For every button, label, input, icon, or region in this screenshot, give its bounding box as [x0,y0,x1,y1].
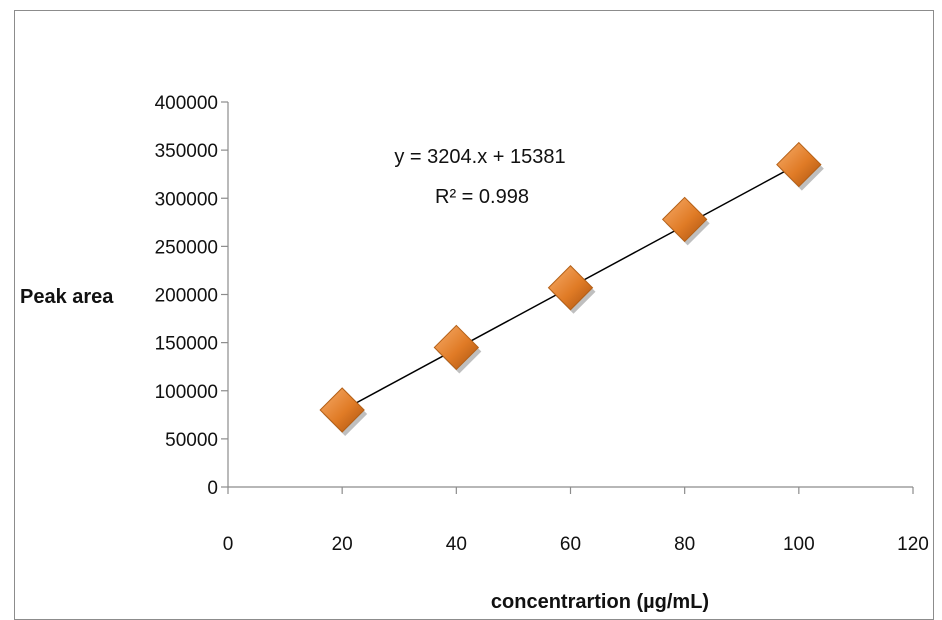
x-tick-label: 0 [223,534,234,555]
y-tick-label: 300000 [155,189,218,210]
y-tick-label: 400000 [155,93,218,114]
y-tick-label: 0 [207,478,218,499]
y-tick-label: 150000 [155,334,218,355]
y-tick-label: 100000 [155,382,218,403]
y-axis-title: Peak area [20,286,114,308]
data-point [319,387,365,433]
trendline-equation: y = 3204.x + 15381 [394,146,565,168]
x-tick-label: 20 [332,534,353,555]
data-points [319,141,824,436]
r-squared-label: R² = 0.998 [435,186,529,208]
y-axis: 0 50000 100000 150000 200000 250000 300000 3500… [155,93,229,499]
y-tick-label: 250000 [155,237,218,258]
data-point [776,141,822,188]
y-tick-label: 50000 [165,430,218,451]
data-point [661,196,708,243]
x-tick-label: 120 [897,534,929,555]
y-tick-label: 350000 [155,141,218,162]
x-tick-label: 100 [783,534,815,555]
x-tick-label: 60 [560,534,581,555]
x-tick-label: 40 [446,534,467,555]
data-point [547,265,594,311]
x-axis-title: concentrartion (µg/mL) [491,591,709,613]
x-axis: 0 20 40 60 80 100 120 [223,486,929,555]
x-tick-label: 80 [674,534,695,555]
data-point [433,324,480,371]
y-tick-label: 200000 [155,286,218,307]
